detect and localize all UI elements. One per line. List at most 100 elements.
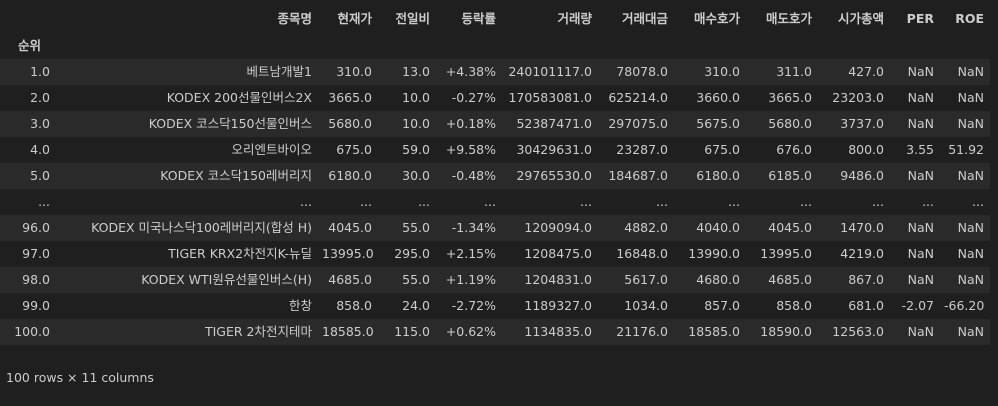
table-row: 2.0 KODEX 200선물인버스2X 3665.0 10.0 -0.27% 17058… — [0, 85, 990, 111]
row-index: 5.0 — [30, 168, 50, 183]
table-cell: 4219.0 — [840, 246, 884, 261]
table-cell: 675.0 — [704, 142, 740, 157]
table-cell: NaN — [907, 272, 934, 287]
column-header-blank — [0, 5, 56, 32]
table-cell: 3665.0 — [328, 90, 372, 105]
row-index: 100.0 — [14, 324, 50, 339]
row-index: 97.0 — [22, 246, 50, 261]
table-cell: 857.0 — [704, 298, 740, 313]
table-cell: 1209094.0 — [524, 220, 592, 235]
table-cell: -2.72% — [451, 298, 496, 313]
table-cell: 5680.0 — [768, 116, 812, 131]
table-cell: +0.18% — [445, 116, 496, 131]
table-row: 1.0 베트남개발1 310.0 13.0 +4.38% 240101117.0 78078… — [0, 59, 990, 85]
table-cell: NaN — [907, 220, 934, 235]
table-cell: 1208475.0 — [524, 246, 592, 261]
table-cell: ... — [728, 194, 740, 209]
table-cell: NaN — [957, 116, 984, 131]
table-cell: 59.0 — [402, 142, 430, 157]
table-cell: 24.0 — [402, 298, 430, 313]
table-cell: KODEX 미국나스닥100레버리지(합성 H) — [91, 220, 312, 235]
table-cell: 30429631.0 — [516, 142, 592, 157]
row-index: 2.0 — [30, 90, 50, 105]
table-cell: ... — [972, 194, 984, 209]
row-index: 96.0 — [22, 220, 50, 235]
table-cell: 4882.0 — [624, 220, 668, 235]
table-cell: 858.0 — [776, 298, 812, 313]
column-header: 매수호가 — [693, 11, 740, 26]
table-cell: -66.20 — [944, 298, 985, 313]
table-cell: 4040.0 — [696, 220, 740, 235]
row-index: 4.0 — [30, 142, 50, 157]
table-cell: 29765530.0 — [516, 168, 592, 183]
table-cell: 295.0 — [394, 246, 430, 261]
table-cell: 1134835.0 — [524, 324, 592, 339]
column-header: 매도호가 — [765, 11, 812, 26]
table-cell: 21176.0 — [616, 324, 668, 339]
table-cell: 800.0 — [848, 142, 884, 157]
table-cell: 10.0 — [402, 116, 430, 131]
table-cell: 5675.0 — [696, 116, 740, 131]
table-cell: NaN — [957, 272, 984, 287]
table-cell: 310.0 — [704, 64, 740, 79]
column-header: PER — [906, 11, 934, 26]
table-cell: ... — [922, 194, 934, 209]
column-header: 전일비 — [395, 11, 430, 26]
column-header: 종목명 — [277, 11, 312, 26]
table-row: 96.0 KODEX 미국나스닥100레버리지(합성 H) 4045.0 55.0 -1… — [0, 215, 990, 241]
table-cell: NaN — [907, 168, 934, 183]
table-cell: 55.0 — [402, 220, 430, 235]
table-cell: ... — [484, 194, 496, 209]
table-header: 종목명 현재가 전일비 등락률 거래량 거래대금 매수호가 매도호가 시가총액 PER ROE 순위 — [0, 5, 990, 59]
table-cell: 한창 — [288, 298, 312, 313]
table-cell: NaN — [957, 168, 984, 183]
table-cell: 6185.0 — [768, 168, 812, 183]
table-row: 4.0 오리엔트바이오 675.0 59.0 +9.58% 30429631.0 23287… — [0, 137, 990, 163]
table-cell: NaN — [957, 90, 984, 105]
column-header: 거래대금 — [621, 11, 668, 26]
table-cell: KODEX WTI원유선물인버스(H) — [141, 272, 312, 287]
table-cell: ... — [656, 194, 668, 209]
table-cell: -0.27% — [451, 90, 496, 105]
table-cell: ... — [300, 194, 312, 209]
dataframe-table: 종목명 현재가 전일비 등락률 거래량 거래대금 매수호가 매도호가 시가총액 PER ROE 순위… — [0, 5, 990, 345]
table-cell: 297075.0 — [608, 116, 668, 131]
table-cell: 6180.0 — [328, 168, 372, 183]
table-row: 100.0 TIGER 2차전지테마 18585.0 115.0 +0.62% 11348… — [0, 319, 990, 345]
table-cell: -2.07 — [901, 298, 934, 313]
table-cell: 4685.0 — [328, 272, 372, 287]
table-row: 5.0 KODEX 코스닥150레버리지 6180.0 30.0 -0.48% 29765… — [0, 163, 990, 189]
table-cell: 3665.0 — [768, 90, 812, 105]
table-row: .................................... — [0, 189, 990, 215]
table-row: 99.0 한창 858.0 24.0 -2.72% 1189327.0 1034.0 857.… — [0, 293, 990, 319]
table-cell: 115.0 — [394, 324, 430, 339]
table-cell: 3660.0 — [696, 90, 740, 105]
table-cell: 18585.0 — [688, 324, 740, 339]
row-index: 98.0 — [22, 272, 50, 287]
table-cell: 52387471.0 — [516, 116, 592, 131]
table-cell: 184687.0 — [608, 168, 668, 183]
table-cell: 1470.0 — [840, 220, 884, 235]
table-cell: KODEX 200선물인버스2X — [166, 90, 312, 105]
table-cell: 13990.0 — [688, 246, 740, 261]
table-cell: 4685.0 — [768, 272, 812, 287]
table-cell: 55.0 — [402, 272, 430, 287]
column-header: 등락률 — [461, 11, 496, 26]
table-cell: 1204831.0 — [524, 272, 592, 287]
table-cell: 베트남개발1 — [246, 64, 312, 79]
column-header: ROE — [955, 11, 984, 26]
table-cell: 1189327.0 — [524, 298, 592, 313]
table-cell: 18585.0 — [322, 324, 374, 339]
table-cell: 1034.0 — [624, 298, 668, 313]
table-cell: 23203.0 — [832, 90, 884, 105]
table-shape-footer: 100 rows × 11 columns — [6, 370, 154, 385]
table-cell: NaN — [957, 64, 984, 79]
table-cell: +4.38% — [445, 64, 496, 79]
table-cell: NaN — [907, 64, 934, 79]
table-cell: +0.62% — [445, 324, 496, 339]
table-cell: 9486.0 — [840, 168, 884, 183]
table-cell: +9.58% — [445, 142, 496, 157]
table-cell: TIGER 2차전지테마 — [204, 324, 312, 339]
table-cell: NaN — [907, 324, 934, 339]
